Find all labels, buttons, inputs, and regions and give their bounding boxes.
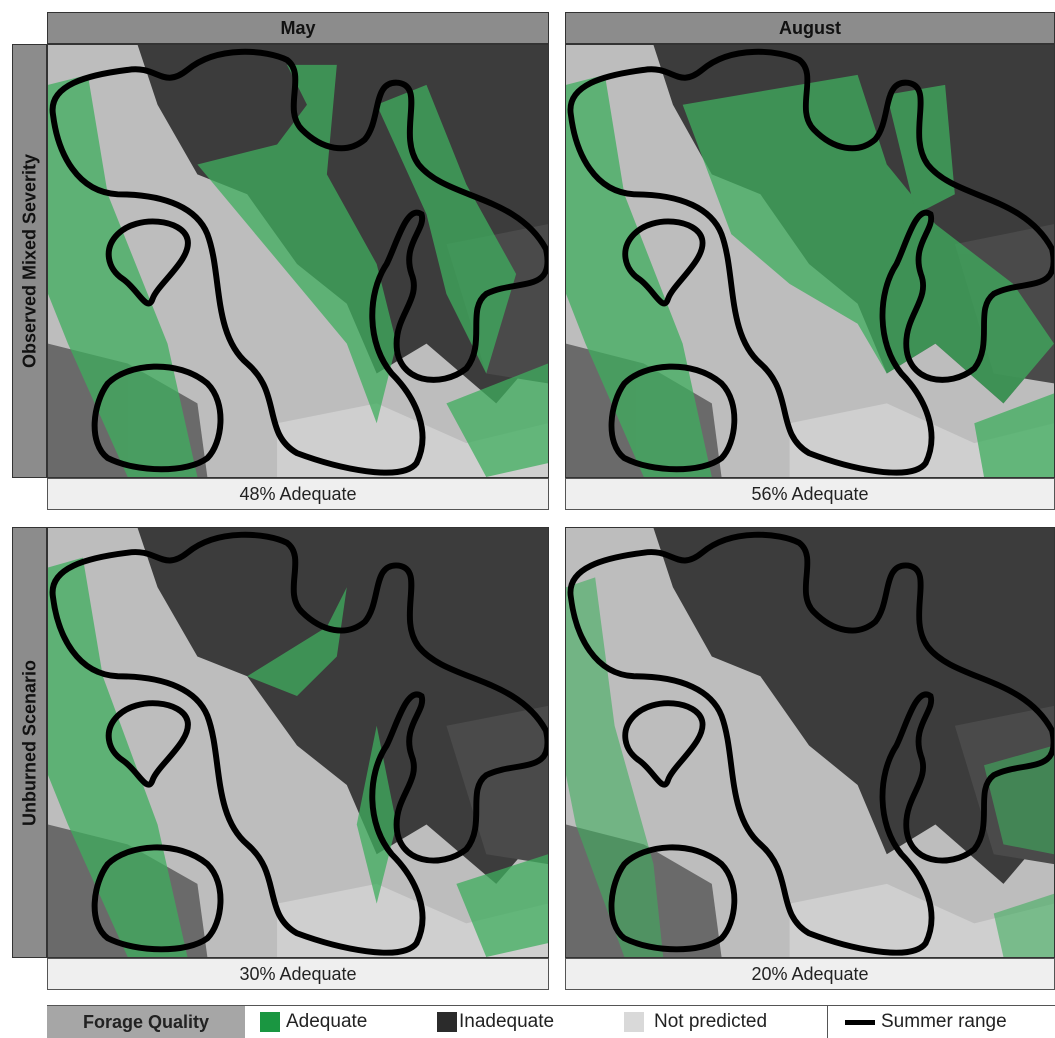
page: May August Observed Mixed Severity Unbur… [0, 0, 1055, 1038]
row-label: Unburned Scenario [19, 659, 40, 825]
panel-caption: 30% Adequate [47, 958, 549, 990]
map [47, 44, 549, 478]
legend-item: Summer range [845, 1006, 1007, 1038]
legend-swatch [437, 1012, 457, 1032]
legend-label: Summer range [881, 1011, 1007, 1033]
column-header: August [565, 12, 1055, 44]
row-label: Observed Mixed Severity [19, 154, 40, 368]
legend-title: Forage Quality [47, 1006, 245, 1038]
panel-caption: 48% Adequate [47, 478, 549, 510]
panel-caption: 20% Adequate [565, 958, 1055, 990]
legend-label: Not predicted [654, 1011, 767, 1033]
legend-divider [827, 1006, 828, 1038]
row-label-box: Unburned Scenario [12, 527, 47, 958]
legend-line [845, 1020, 875, 1025]
row-label-box: Observed Mixed Severity [12, 44, 47, 478]
panel-caption: 56% Adequate [565, 478, 1055, 510]
map [47, 527, 549, 958]
legend-swatch [624, 1012, 644, 1032]
legend-label: Adequate [286, 1011, 367, 1033]
column-header: May [47, 12, 549, 44]
legend-label: Inadequate [459, 1011, 554, 1033]
legend-item: Not predicted [624, 1006, 767, 1038]
map [565, 44, 1055, 478]
legend-item: Adequate [260, 1006, 367, 1038]
map [565, 527, 1055, 958]
legend-swatch [260, 1012, 280, 1032]
legend-item: Inadequate [437, 1006, 554, 1038]
